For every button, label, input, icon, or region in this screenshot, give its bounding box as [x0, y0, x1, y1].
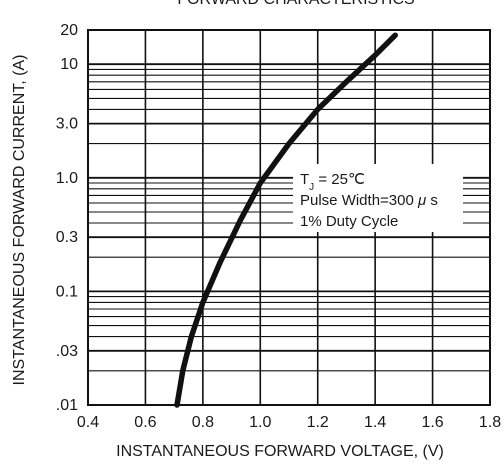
- x-tick-label: 1.6: [421, 414, 443, 431]
- annotation-duty-cycle: 1% Duty Cycle: [300, 213, 398, 230]
- plot-frame: [87, 29, 491, 406]
- curve-layer: [174, 32, 398, 408]
- x-tick-label: 0.8: [192, 414, 214, 431]
- forward-voltage-curve: [174, 32, 398, 408]
- y-tick-label: 0.3: [56, 229, 78, 246]
- y-tick-label: 10: [60, 56, 78, 73]
- y-tick-label: .01: [56, 397, 78, 414]
- y-tick-label: .03: [56, 343, 78, 360]
- y-tick-label: 1.0: [56, 170, 78, 187]
- x-tick-label: 1.2: [307, 414, 329, 431]
- x-tick-label: 1.0: [249, 414, 271, 431]
- grid-layer: [87, 29, 491, 406]
- x-tick-label: 0.4: [77, 414, 99, 431]
- annotation-tj-subscript: J: [309, 182, 314, 193]
- axes-layer: 0.4 0.6 0.8 1.0 1.2 1.4 1.6 1.8 .01 .03 0.1 0.3 1.0 3…: [56, 22, 501, 431]
- y-tick-label: 3.0: [56, 116, 78, 133]
- annotation-box: [293, 164, 463, 232]
- y-tick-label: 20: [60, 22, 78, 39]
- y-axis-label: INSTANTANEOUS FORWARD CURRENT, (A): [11, 55, 28, 386]
- chart-title: FORWARD CHARACTERISTICS: [177, 0, 414, 8]
- annotation-tj: TJ = 25℃: [300, 171, 365, 193]
- annotation-layer: TJ = 25℃ Pulse Width=300 μ s 1% Duty Cyc…: [293, 164, 463, 232]
- x-tick-label: 1.4: [364, 414, 386, 431]
- x-axis-label: INSTANTANEOUS FORWARD VOLTAGE, (V): [116, 443, 444, 460]
- x-tick-label: 0.6: [134, 414, 156, 431]
- annotation-pulse-width: Pulse Width=300 μ s: [300, 192, 438, 209]
- y-tick-label: 0.1: [56, 283, 78, 300]
- x-tick-label: 1.8: [479, 414, 501, 431]
